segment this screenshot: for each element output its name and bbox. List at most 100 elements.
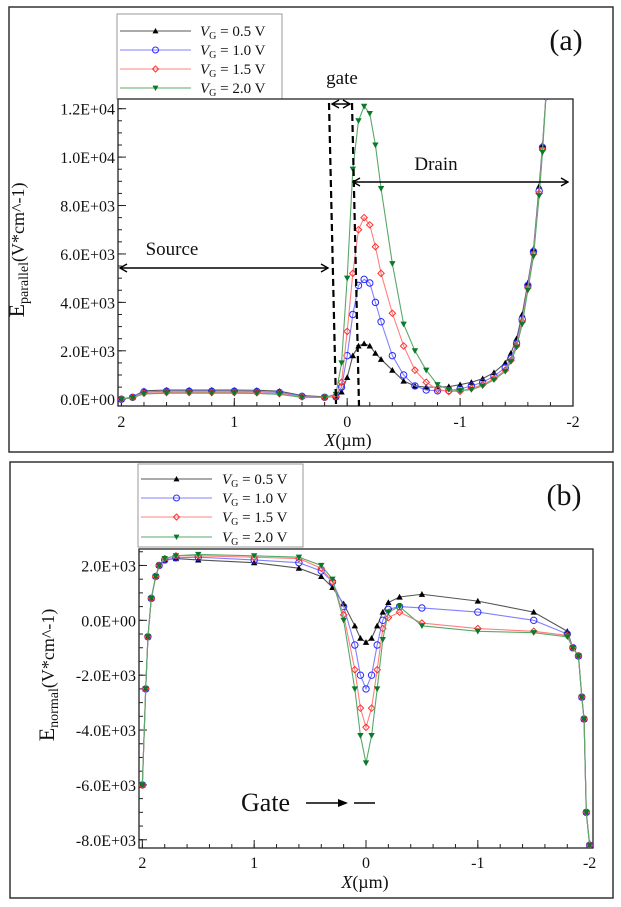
data-point (185, 390, 193, 397)
data-point (360, 213, 369, 222)
data-point (367, 704, 376, 713)
data-point (328, 578, 337, 586)
data-point (208, 390, 215, 397)
y-axis-label: Eparallel(V*cm^-1) (4, 183, 32, 318)
data-point (396, 593, 403, 600)
source-arrow (118, 263, 330, 273)
data-point (152, 573, 159, 580)
data-point (340, 617, 347, 624)
data-point (351, 622, 359, 629)
data-point (445, 386, 453, 393)
y-tick-label: 6.0E+03 (60, 247, 115, 264)
data-point (418, 623, 426, 630)
panel-b-chart: VG = 0.5 VVG = 1.0 VVG = 1.5 V VG = 2.0 V… (34, 463, 596, 893)
data-point (161, 556, 168, 562)
panel-label: (b) (547, 479, 582, 512)
data-point (377, 269, 385, 278)
plot-area (117, 98, 574, 407)
data-point (377, 356, 385, 362)
data-point (385, 609, 392, 616)
data-point (423, 367, 430, 374)
data-point (367, 671, 376, 679)
y-tick-label: 1.0E+04 (60, 150, 115, 167)
data-point (329, 584, 336, 590)
legend-marker (152, 28, 159, 34)
data-point (395, 608, 404, 616)
data-point (530, 630, 537, 636)
data-point (411, 366, 419, 375)
legend-item: VG = 1.0 V (141, 491, 288, 509)
y-tick-label: 1.2E+04 (60, 102, 115, 119)
data-point (371, 242, 380, 251)
data-point (317, 564, 326, 573)
data-point (356, 704, 365, 713)
data-point (357, 634, 364, 641)
data-point (139, 782, 146, 789)
legend-marker (173, 476, 180, 482)
data-point (371, 298, 380, 307)
data-point (395, 602, 404, 611)
panel-a-chart: VG = 0.5 VVG = 1.0 VVG = 1.5 VVG = 2.0 V… (4, 13, 583, 451)
data-point (372, 142, 379, 149)
data-point (368, 634, 375, 641)
legend-item: VG = 2.0 V (141, 530, 288, 548)
data-point (350, 665, 359, 674)
gate-annotation: Gate (241, 788, 290, 817)
y-tick-label: 0.0E+00 (81, 613, 136, 630)
legend-item: VG = 2.0 V (120, 81, 266, 99)
data-point (389, 366, 396, 373)
data-point (434, 382, 441, 388)
data-point (418, 591, 426, 597)
data-point (377, 318, 385, 326)
arrow-head-left (118, 263, 128, 273)
y-tick-label: 2.0E+03 (81, 558, 136, 575)
data-point (129, 395, 136, 401)
data-point (337, 378, 346, 387)
legend-label: VG = 0.5 V (200, 24, 266, 42)
data-point (250, 559, 258, 566)
y-tick-label: 4.0E+03 (60, 295, 115, 312)
data-point (530, 608, 537, 615)
panel-label: (a) (549, 24, 582, 57)
data-point (396, 604, 403, 610)
series-line (121, 99, 547, 400)
data-point (362, 760, 370, 767)
data-point (456, 388, 464, 394)
data-point (422, 386, 430, 394)
data-point (318, 573, 325, 579)
data-point (338, 360, 345, 367)
data-point (366, 342, 373, 349)
data-point (295, 565, 303, 571)
data-point (253, 390, 261, 397)
data-point (354, 225, 363, 234)
arrow-head-right (342, 99, 352, 109)
data-point (580, 716, 588, 723)
data-point (373, 686, 381, 693)
data-point (360, 275, 368, 284)
data-point (144, 634, 152, 640)
source-annotation: Source (146, 239, 199, 260)
data-point (343, 275, 351, 282)
x-tick-label: 1 (230, 414, 238, 431)
data-point (479, 383, 486, 390)
data-point (118, 396, 125, 403)
data-point (368, 732, 375, 739)
panel-a-frame (8, 6, 614, 453)
y-tick-label: -8.0E+03 (76, 833, 136, 850)
data-point (474, 597, 482, 604)
x-tick-label: -1 (453, 414, 466, 431)
y-tick-label: 8.0E+03 (60, 199, 115, 216)
data-point (140, 391, 148, 398)
data-point (400, 321, 407, 328)
data-point (518, 321, 526, 328)
legend-marker (173, 534, 180, 540)
series-1-5V (139, 551, 593, 848)
data-point (250, 553, 258, 560)
series-group (139, 551, 593, 848)
data-point (564, 634, 571, 640)
x-tick-label: 1 (250, 855, 258, 872)
x-tick-label: 2 (117, 414, 125, 431)
gate-arrow (330, 99, 352, 109)
data-point (377, 186, 385, 192)
